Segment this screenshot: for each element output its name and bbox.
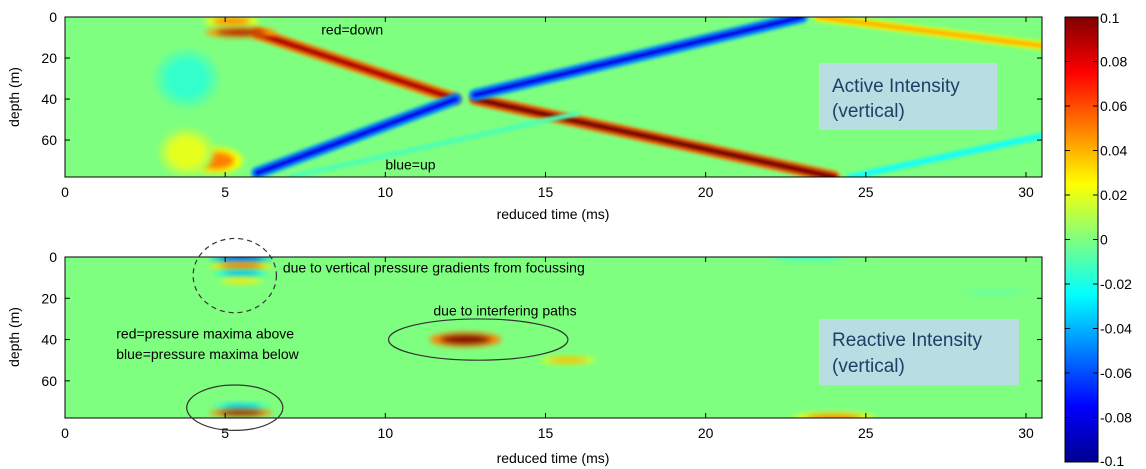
x-tick-label: 5	[221, 184, 229, 200]
y-tick-label: 20	[41, 290, 57, 306]
intensity-blob	[155, 49, 219, 108]
intensity-blob	[159, 129, 214, 176]
x-tick-label: 0	[61, 184, 69, 200]
highlight-markers	[186, 237, 569, 431]
colorbar-tick-label: 0.08	[1100, 54, 1127, 70]
x-tick-label: 10	[378, 425, 394, 441]
plot-frame	[64, 16, 1043, 178]
wave-arrival-ray	[251, 92, 462, 177]
y-tick-label: 60	[41, 132, 57, 148]
panel-label-line2: (vertical)	[832, 356, 905, 377]
annotation-text: due to interfering paths	[433, 303, 576, 319]
annotation-text: due to vertical pressure gradients from …	[283, 259, 585, 275]
x-tick-label: 30	[1018, 425, 1034, 441]
y-axis-label: depth (m)	[6, 307, 22, 367]
plot-frame	[64, 256, 1043, 419]
colorbar-tick-label: -0.08	[1100, 410, 1132, 426]
y-tick-label: 0	[49, 249, 57, 265]
wave-arrival-ray	[468, 17, 808, 102]
annotation-text: blue=pressure maxima below	[116, 346, 299, 362]
panel-label-line2: (vertical)	[832, 101, 905, 122]
axis-ticks: 0 5 10 15 20 25 30 0 20 40 60	[41, 249, 1042, 441]
intensity-blob	[214, 403, 269, 410]
panel-label-line1: Reactive Intensity	[832, 330, 982, 351]
intensity-blob	[218, 277, 264, 284]
y-tick-label: 60	[41, 373, 57, 389]
x-tick-label: 0	[61, 425, 69, 441]
intensity-field	[209, 257, 1030, 418]
annotation-text: red=down	[321, 21, 383, 37]
colorbar-tick-label: 0.1	[1100, 10, 1120, 26]
intensity-blob	[204, 17, 259, 27]
x-tick-label: 15	[538, 184, 554, 200]
x-tick-label: 25	[858, 184, 874, 200]
colorbar-tick-label: 0.04	[1100, 143, 1127, 159]
intensity-blob	[958, 289, 1030, 295]
intensity-blob	[793, 412, 875, 418]
annotation-text: blue=up	[385, 157, 435, 173]
intensity-blob	[541, 356, 595, 364]
y-tick-label: 20	[41, 50, 57, 66]
annotations: due to vertical pressure gradients from …	[116, 259, 585, 362]
wave-arrival-ray	[813, 17, 1042, 51]
y-tick-label: 0	[49, 9, 57, 25]
dashed-highlight-circle	[192, 237, 278, 314]
panel-label-box: Active Intensity (vertical)	[819, 63, 997, 130]
colorbar-tick-label: -0.04	[1100, 321, 1132, 337]
colorbar-tick-label: -0.02	[1100, 276, 1132, 292]
x-tick-label: 30	[1018, 184, 1034, 200]
colorbar-tick-label: 0.06	[1100, 98, 1127, 114]
annotation-text: red=pressure maxima above	[116, 325, 294, 341]
colorbar-tick-label: 0	[1100, 232, 1108, 248]
wave-arrival-ray	[251, 27, 462, 106]
x-tick-label: 10	[378, 184, 394, 200]
wave-arrival-ray	[286, 110, 581, 177]
colorbar-tick-label: -0.06	[1100, 365, 1132, 381]
wave-arrival-ray	[468, 92, 840, 177]
y-tick-label: 40	[41, 332, 57, 348]
reactive-intensity-panel: 0 5 10 15 20 25 30 0 20 40 60 reduced time (ms) de…	[6, 237, 1043, 466]
x-tick-label: 25	[858, 425, 874, 441]
intensity-blob	[205, 27, 278, 38]
panel-label-line1: Active Intensity	[832, 76, 960, 97]
intensity-blob	[209, 409, 273, 417]
intensity-blob	[214, 270, 269, 277]
intensity-blob	[767, 257, 849, 261]
axis-ticks: 0 5 10 15 20 25 30 0 20 40 60	[41, 9, 1042, 200]
wave-arrival-ray	[846, 132, 1042, 177]
intensity-blob	[209, 257, 273, 263]
highlight-ellipse	[186, 384, 284, 431]
x-tick-label: 5	[221, 425, 229, 441]
x-axis-label: reduced time (ms)	[497, 206, 610, 222]
colorbar-tick-label: -0.1	[1100, 453, 1124, 469]
x-axis-label: reduced time (ms)	[497, 450, 610, 466]
intensity-blob	[209, 262, 273, 271]
active-intensity-panel: 0 5 10 15 20 25 30 0 20 40 60 reduced time (ms) de…	[6, 9, 1043, 222]
annotations: red=down blue=up	[321, 21, 435, 172]
intensity-field	[155, 17, 1042, 177]
colorbar-ticks: 0.1 0.08 0.06 0.04 0.02 0 -0.02 -0.04 -0.06 -0.08…	[1065, 10, 1132, 469]
x-tick-label: 20	[698, 425, 714, 441]
colorbar-tick-label: 0.02	[1100, 187, 1127, 203]
y-axis-label: depth (m)	[6, 67, 22, 127]
panel-label-box: Reactive Intensity (vertical)	[819, 319, 1019, 385]
colorbar: 0.1 0.08 0.06 0.04 0.02 0 -0.02 -0.04 -0.06 -0.08…	[1064, 10, 1132, 469]
x-tick-label: 15	[538, 425, 554, 441]
y-tick-label: 40	[41, 91, 57, 107]
x-tick-label: 20	[698, 184, 714, 200]
intensity-blob	[429, 332, 502, 347]
highlight-ellipse	[387, 318, 569, 361]
